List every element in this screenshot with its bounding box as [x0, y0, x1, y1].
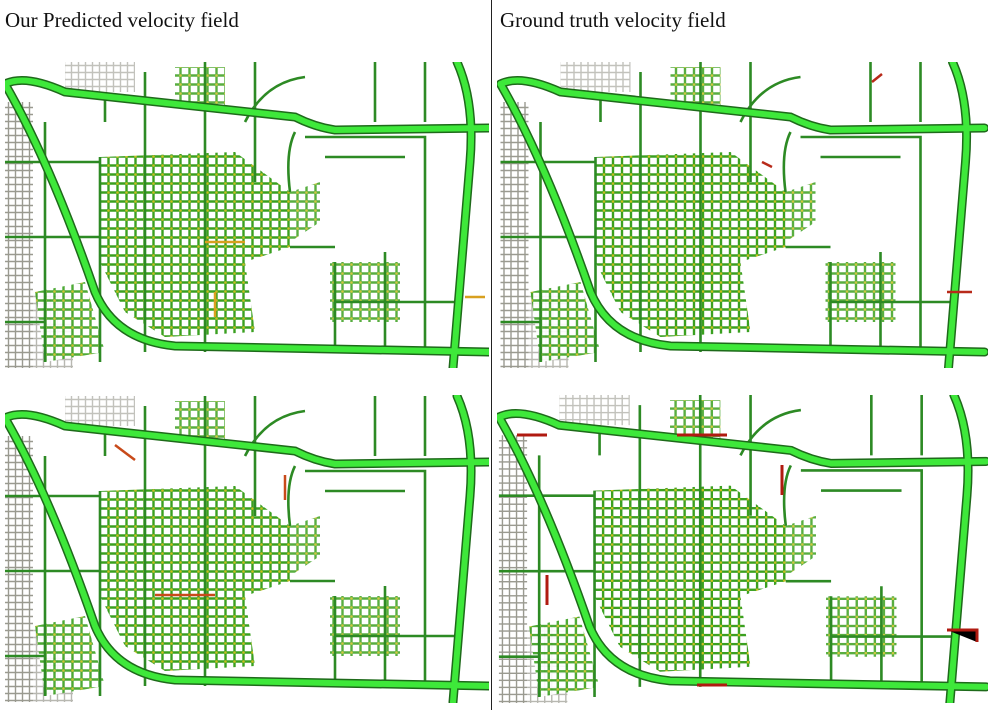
divider [491, 0, 492, 710]
slow-segments [114, 444, 287, 597]
road-network [501, 62, 985, 368]
road-network [5, 62, 489, 368]
predicted-map-bottom [5, 395, 489, 703]
predicted-map-top [5, 62, 489, 368]
truth-map-bottom [497, 395, 988, 703]
right-title: Ground truth velocity field [500, 8, 726, 32]
slow-segments [205, 240, 485, 317]
slow-segments [517, 433, 979, 687]
truth-map-top [497, 62, 988, 368]
road-network [499, 395, 986, 703]
left-title: Our Predicted velocity field [5, 8, 239, 32]
road-network [5, 396, 489, 702]
slow-segments [761, 73, 972, 294]
